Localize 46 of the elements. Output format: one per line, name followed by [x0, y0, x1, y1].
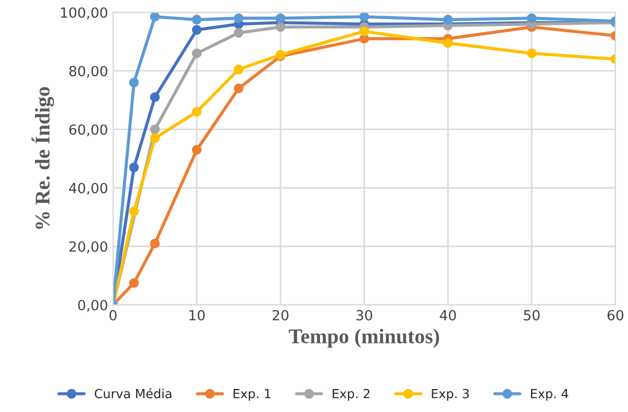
point	[129, 162, 139, 172]
y-axis-title: % Re. de Índigo	[32, 87, 54, 229]
legend-label: Exp. 1	[234, 389, 270, 401]
point	[192, 144, 202, 155]
point	[150, 12, 160, 22]
point	[359, 26, 370, 36]
legend-label: Exp. 2	[332, 388, 370, 401]
x-tick-label: 0	[110, 310, 117, 320]
point	[192, 25, 202, 35]
point	[443, 38, 453, 48]
point	[359, 12, 370, 22]
point	[526, 48, 537, 58]
point	[129, 206, 139, 216]
point	[192, 48, 202, 58]
point	[234, 84, 244, 94]
x-tick-label: 40	[440, 310, 456, 320]
x-axis-title: Tempo (minutos)	[288, 328, 440, 348]
y-tick-label: 60,00	[69, 124, 108, 136]
x-tick-label: 20	[272, 310, 288, 320]
legend-label: Exp. 3	[432, 388, 469, 401]
y-tick-label: 80,00	[69, 66, 108, 78]
point	[443, 14, 453, 25]
point	[150, 238, 160, 248]
point	[234, 64, 244, 74]
point	[129, 278, 139, 288]
y-tick-label: 0,00	[78, 300, 108, 312]
point	[234, 28, 244, 38]
point	[526, 13, 537, 24]
legend-label: Exp. 4	[531, 389, 568, 401]
x-tick-label: 50	[524, 310, 540, 320]
legend-label: Curva Média	[94, 388, 172, 398]
point	[192, 106, 202, 117]
y-tick-label: 20,00	[69, 241, 108, 254]
point	[150, 92, 160, 102]
x-tick-label: 10	[189, 310, 205, 320]
point	[276, 22, 286, 32]
x-tick-label: 30	[356, 310, 372, 320]
point	[234, 13, 244, 24]
point	[129, 78, 139, 88]
y-tick-label: 100,00	[61, 7, 108, 20]
point	[192, 14, 202, 25]
point	[276, 13, 286, 24]
point	[150, 124, 160, 134]
y-tick-label: 40,00	[69, 182, 108, 195]
x-tick-label: 60	[608, 310, 624, 320]
point	[150, 133, 160, 144]
